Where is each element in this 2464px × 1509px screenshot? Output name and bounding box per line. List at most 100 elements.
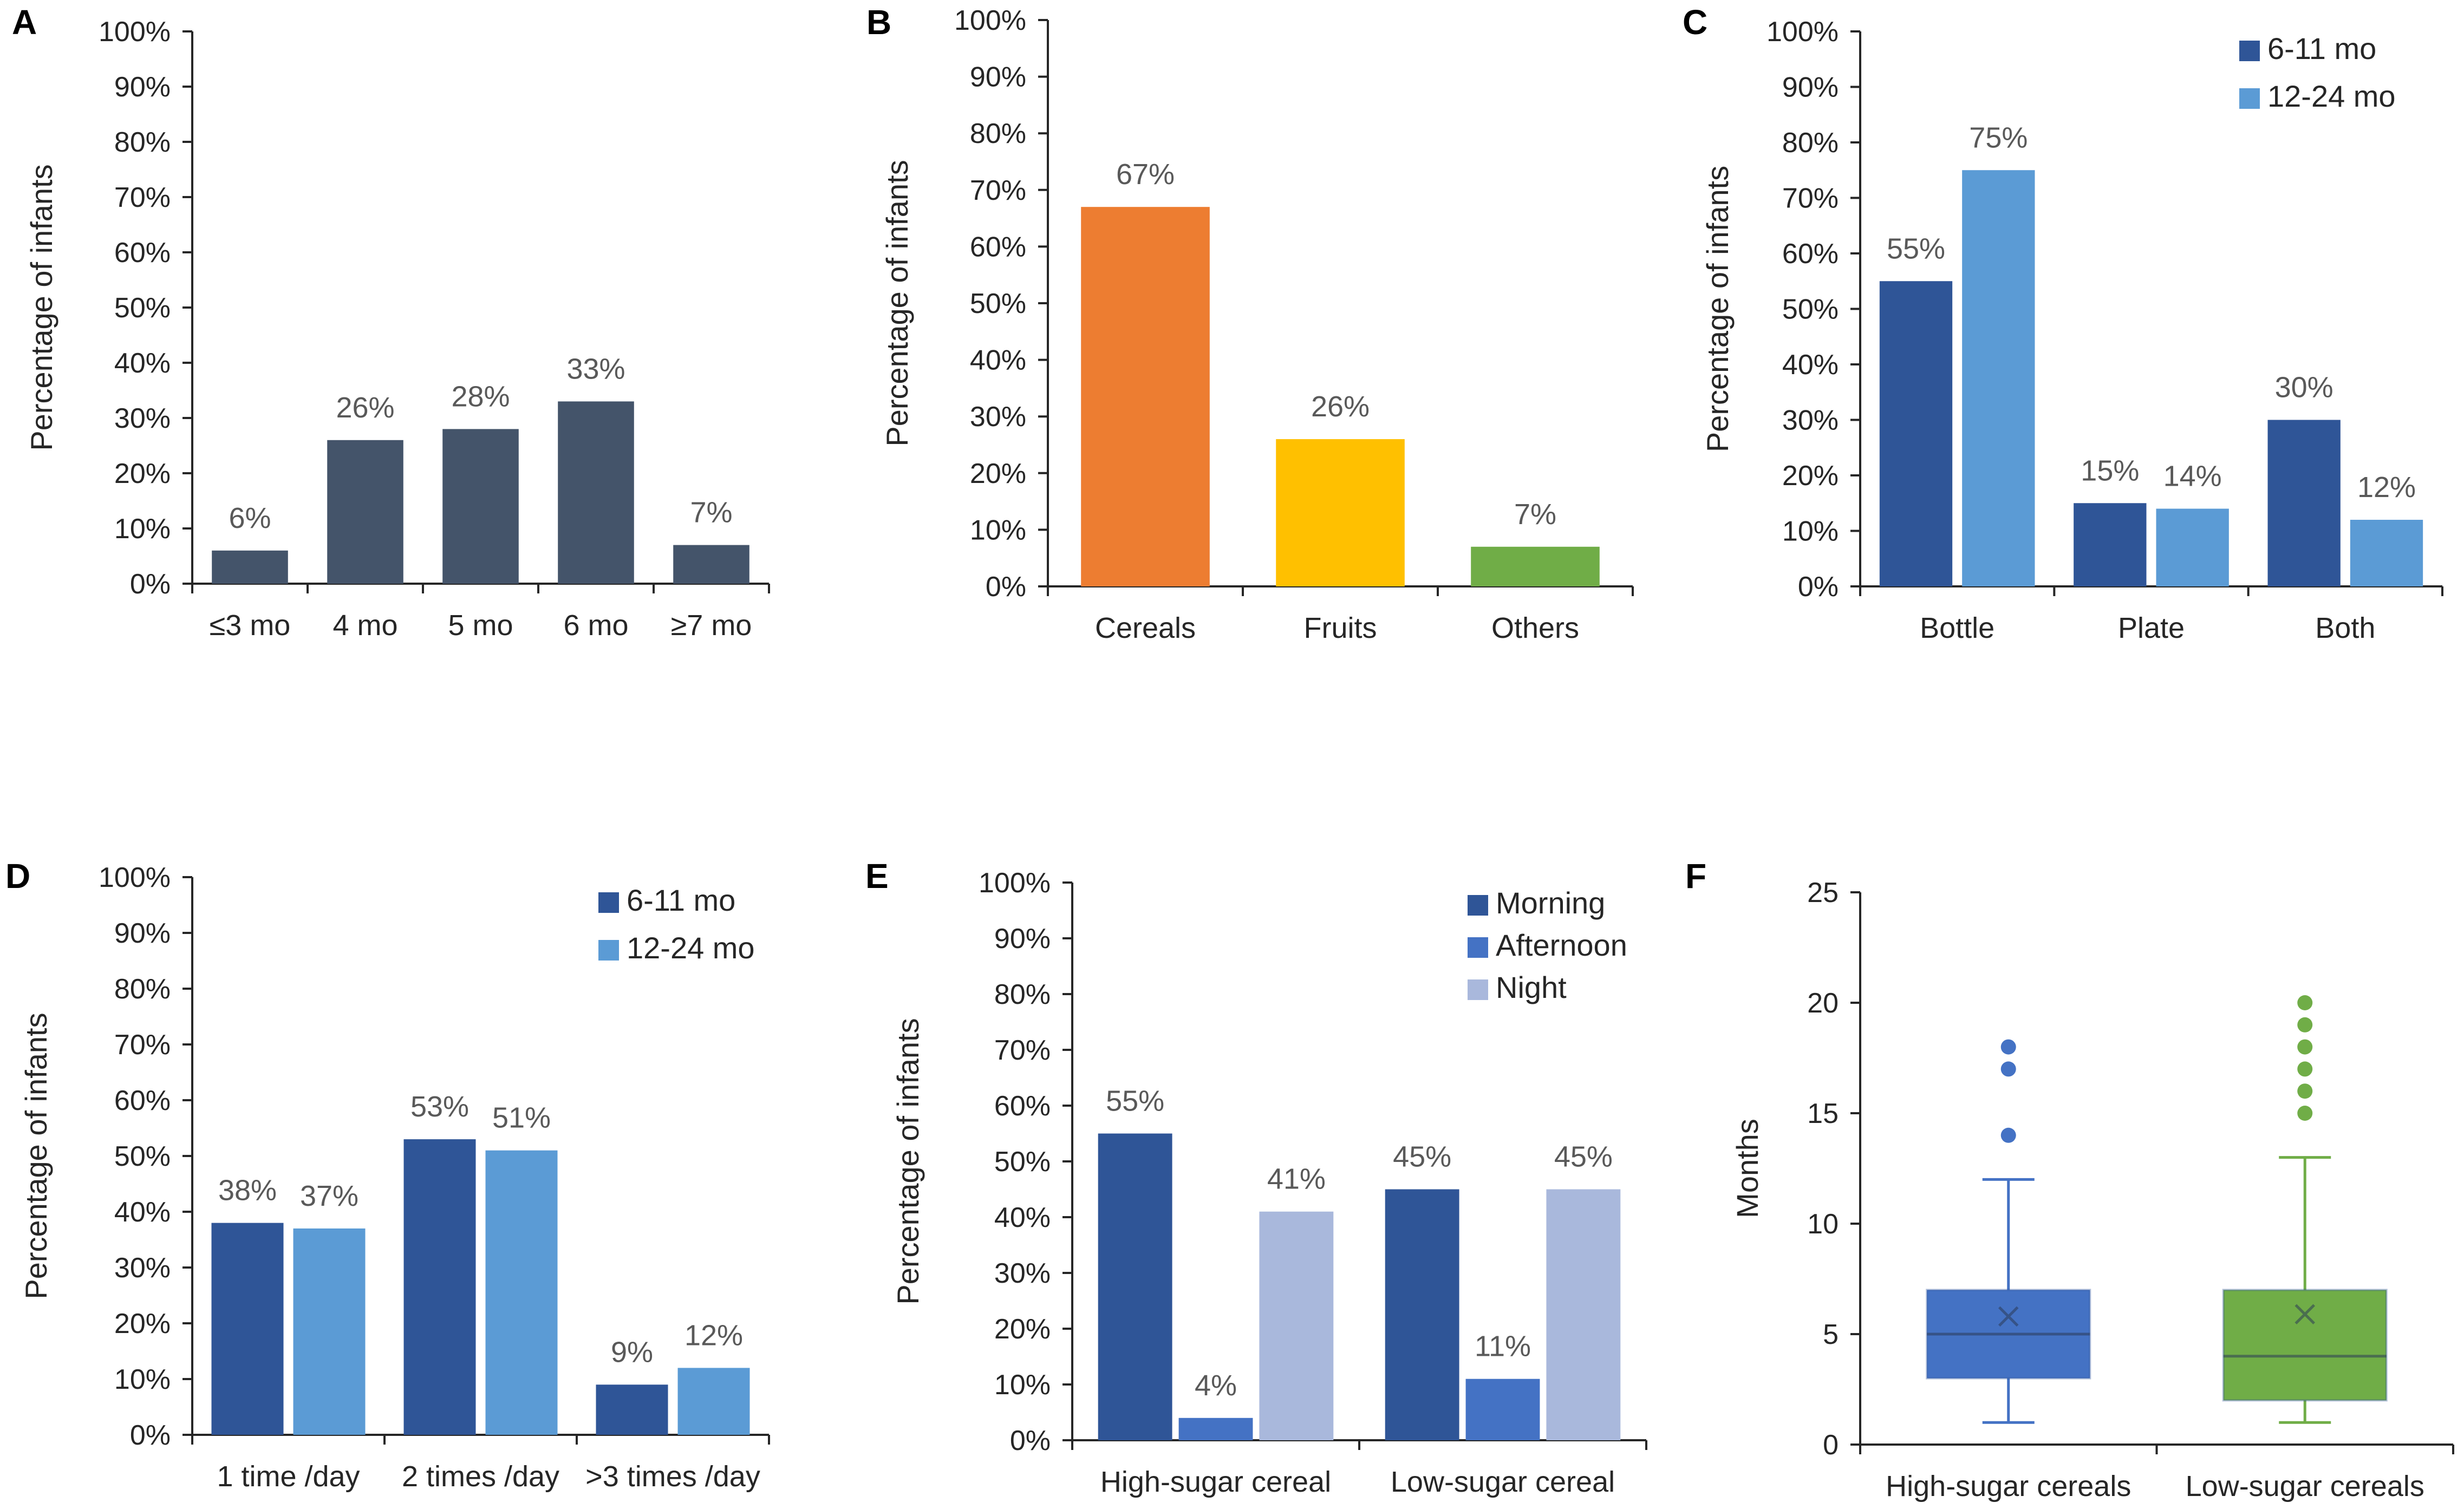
y-tick-label: 80% bbox=[114, 127, 171, 158]
panel-e: E Percentage of infants 0% 10% 20% 30% 40% 50% 6… bbox=[865, 857, 1647, 1498]
bar-6-mo bbox=[558, 401, 634, 584]
panel-letter: B bbox=[866, 3, 891, 42]
x-tick-label: Cereals bbox=[1095, 612, 1196, 644]
bar-afternoon-low-sugar-cereal bbox=[1465, 1379, 1540, 1440]
x-tick-label: Fruits bbox=[1304, 612, 1377, 644]
y-tick-label: 20% bbox=[1782, 460, 1839, 492]
panel-letter: F bbox=[1685, 857, 1706, 896]
bar-morning-low-sugar-cereal bbox=[1385, 1189, 1459, 1440]
data-label: 45% bbox=[1393, 1141, 1451, 1173]
x-tick-label: Both bbox=[2315, 612, 2375, 644]
x-tick-label: Low-sugar cereal bbox=[1391, 1466, 1615, 1498]
bar-6-11-mo-bottle bbox=[1879, 281, 1953, 586]
data-label: 28% bbox=[451, 380, 510, 413]
outlier-point bbox=[2297, 1017, 2313, 1033]
y-tick-label: 70% bbox=[114, 182, 171, 213]
box-mean-marker bbox=[1998, 1306, 2019, 1327]
data-label: 51% bbox=[492, 1102, 551, 1134]
y-tick-label: 40% bbox=[1782, 349, 1839, 381]
y-tick-label: 0% bbox=[130, 569, 171, 600]
panel-c: C Percentage of infants 0% 10% 20% 30% 40% 50% 6… bbox=[1683, 3, 2443, 644]
y-tick-label: 30% bbox=[1782, 405, 1839, 436]
y-tick-label: 90% bbox=[1782, 72, 1839, 103]
panel-d: D Percentage of infants 0% 10% 20% 30% 40% 50% 6… bbox=[5, 857, 770, 1493]
bar-4-mo bbox=[327, 440, 403, 584]
y-tick-label: 70% bbox=[1782, 183, 1839, 214]
x-tick-label: Low-sugar cereals bbox=[2186, 1470, 2424, 1503]
y-tick-label: 90% bbox=[994, 923, 1051, 955]
y-tick-label: 100% bbox=[979, 867, 1051, 899]
bar-5-mo bbox=[442, 429, 519, 584]
panel-f: F Months 0 5 10 15 20 25 High-sugar cereals Low-s… bbox=[1685, 857, 2454, 1503]
panel-letter: C bbox=[1683, 3, 1707, 42]
data-label: 9% bbox=[611, 1336, 653, 1368]
y-tick-label: 20 bbox=[1807, 988, 1839, 1019]
box-mean-marker bbox=[2294, 1304, 2316, 1325]
y-tick-label: 60% bbox=[1782, 238, 1839, 270]
y-tick-label: 80% bbox=[1782, 127, 1839, 159]
y-tick-label: 100% bbox=[954, 5, 1026, 36]
y-tick-label: 50% bbox=[994, 1146, 1051, 1178]
y-tick-label: 80% bbox=[994, 979, 1051, 1010]
data-label: 45% bbox=[1554, 1141, 1613, 1173]
data-label: 12% bbox=[685, 1319, 743, 1351]
y-tick-label: 40% bbox=[970, 345, 1026, 376]
data-label: 55% bbox=[1106, 1085, 1164, 1118]
y-tick-label: 0% bbox=[1010, 1425, 1051, 1456]
y-tick-label: 70% bbox=[114, 1029, 171, 1061]
panel-b: B Percentage of infants 0% 10% 20% 30% 40% 50% 6… bbox=[866, 3, 1634, 644]
y-tick-label: 100% bbox=[99, 16, 171, 48]
y-tick-label: 10% bbox=[1782, 516, 1839, 547]
y-tick-label: 25 bbox=[1807, 877, 1839, 909]
y-tick-label: 60% bbox=[114, 1085, 171, 1116]
bar-morning-high-sugar-cereal bbox=[1098, 1133, 1172, 1440]
y-tick-label: 40% bbox=[114, 348, 171, 379]
box-high-sugar-cereals bbox=[1926, 1039, 2091, 1424]
bar-night-low-sugar-cereal bbox=[1546, 1189, 1621, 1440]
y-tick-label: 10% bbox=[994, 1369, 1051, 1401]
y-axis-label: Percentage of infants bbox=[24, 164, 58, 450]
outlier-point bbox=[2297, 1106, 2313, 1121]
box-iqr bbox=[2222, 1289, 2388, 1402]
bar--3-mo bbox=[212, 550, 288, 584]
y-axis-label: Percentage of infants bbox=[880, 160, 914, 446]
legend-swatch bbox=[2239, 41, 2260, 61]
y-tick-label: 70% bbox=[994, 1035, 1051, 1066]
legend-label: Afternoon bbox=[1496, 928, 1627, 962]
y-axis-label: Percentage of infants bbox=[19, 1012, 53, 1299]
x-tick-label: 6 mo bbox=[563, 609, 628, 642]
y-tick-label: 30% bbox=[114, 1252, 171, 1284]
data-label: 37% bbox=[300, 1180, 358, 1212]
data-label: 4% bbox=[1195, 1369, 1237, 1402]
y-tick-label: 50% bbox=[114, 292, 171, 324]
y-tick-label: 20% bbox=[114, 458, 171, 489]
outlier-point bbox=[2297, 1083, 2313, 1099]
data-label: 7% bbox=[690, 497, 732, 529]
x-tick-label: 1 time /day bbox=[217, 1460, 360, 1493]
bar-12-24-mo-1-time-day bbox=[293, 1228, 366, 1435]
y-tick-label: 90% bbox=[114, 918, 171, 949]
bar-night-high-sugar-cereal bbox=[1259, 1211, 1334, 1440]
y-tick-label: 30% bbox=[970, 401, 1026, 433]
legend-label: 12-24 mo bbox=[627, 931, 755, 965]
bar-12-24-mo--3-times-day bbox=[677, 1368, 750, 1435]
legend-label: Morning bbox=[1496, 886, 1605, 920]
y-tick-label: 70% bbox=[970, 175, 1026, 206]
data-label: 75% bbox=[1969, 121, 2028, 154]
panel-letter: A bbox=[12, 3, 37, 42]
legend-label: Night bbox=[1496, 970, 1567, 1004]
y-tick-label: 5 bbox=[1823, 1319, 1839, 1350]
x-tick-label: >3 times /day bbox=[585, 1460, 760, 1493]
y-tick-label: 60% bbox=[970, 231, 1026, 263]
data-label: 26% bbox=[1311, 390, 1370, 423]
bar-12-24-mo-both bbox=[2350, 520, 2423, 586]
bar-others bbox=[1471, 546, 1600, 586]
y-tick-label: 40% bbox=[994, 1202, 1051, 1233]
x-tick-label: High-sugar cereals bbox=[1886, 1470, 2131, 1503]
data-label: 33% bbox=[566, 352, 625, 385]
x-tick-label: 4 mo bbox=[333, 609, 397, 642]
y-tick-label: 20% bbox=[114, 1308, 171, 1340]
outlier-point bbox=[2297, 1039, 2313, 1055]
outlier-point bbox=[2000, 1061, 2016, 1077]
y-tick-label: 0 bbox=[1823, 1429, 1839, 1461]
